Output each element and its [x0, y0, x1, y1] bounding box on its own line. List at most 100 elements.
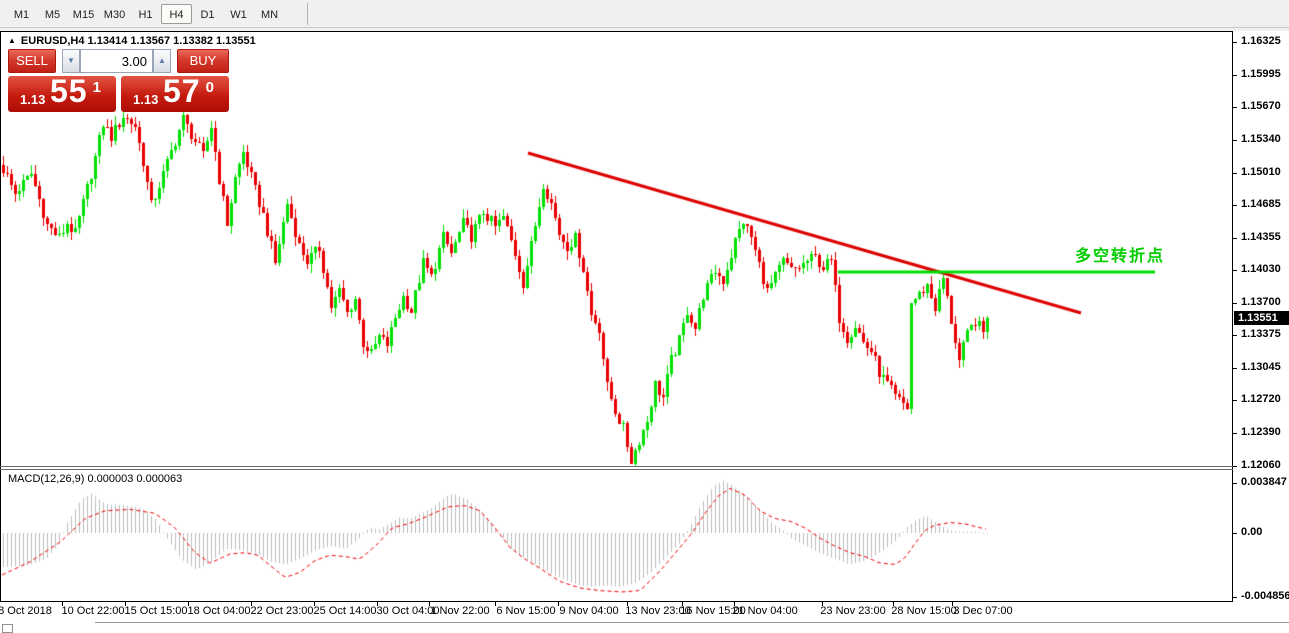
macd-axis-tick: 0.00 [1241, 526, 1263, 538]
macd-axis-tick-dash [1233, 533, 1237, 534]
timeframe-button-h1[interactable]: H1 [138, 8, 153, 21]
time-axis-label: 28 Nov 15:00 [891, 605, 957, 617]
price-axis-tick-dash [1233, 400, 1237, 401]
pane-divider[interactable] [0, 466, 1289, 467]
timeframe-button-m1[interactable]: M1 [13, 8, 30, 21]
window-corner-box [2, 624, 13, 633]
time-axis-label: 23 Nov 23:00 [820, 605, 886, 617]
price-axis-tick-dash [1233, 368, 1237, 369]
price-axis-tick-dash [1233, 205, 1237, 206]
time-axis-tick [188, 602, 189, 606]
time-axis-label: 6 Nov 15:00 [496, 605, 556, 617]
symbol-collapse-icon[interactable]: ▲ [8, 36, 16, 45]
time-axis-tick [429, 602, 430, 606]
time-axis-tick [627, 602, 628, 606]
time-axis-label: 3 Dec 07:00 [953, 605, 1013, 617]
symbol-ohlc-text: EURUSD,H4 1.13414 1.13567 1.13382 1.1355… [20, 35, 256, 47]
time-axis-label: 8 Oct 2018 [0, 605, 52, 617]
sell-price-small: 1.13 [20, 92, 46, 107]
symbol-ohlc-line: ▲ EURUSD,H4 1.13414 1.13567 1.13382 1.13… [8, 35, 256, 47]
current-price-tag: 1.13551 [1234, 311, 1289, 325]
price-axis[interactable]: 1.13551 1.16325 1.15995 1.15670 1.15340 1.15… [1233, 31, 1289, 602]
time-axis-label: 16 Nov 15:00 [680, 605, 746, 617]
macd-indicator-label: MACD(12,26,9) 0.000003 0.000063 [8, 473, 183, 485]
volume-input[interactable] [80, 49, 153, 73]
time-axis-label: 1 Nov 22:00 [430, 605, 490, 617]
price-axis-tick: 1.12390 [1241, 426, 1281, 438]
timeframe-button-m5[interactable]: M5 [44, 8, 61, 21]
time-axis-tick [125, 602, 126, 606]
time-axis-tick [734, 602, 735, 606]
time-axis-label: 18 Oct 04:00 [187, 605, 251, 617]
sell-price-display[interactable]: 1.13 55 1 [8, 73, 116, 112]
price-axis-tick: 1.15340 [1241, 133, 1281, 145]
time-axis-tick [495, 602, 496, 606]
timeframe-button-h4[interactable]: H4 [161, 3, 192, 24]
volume-decrease-button[interactable]: ▼ [62, 49, 80, 73]
time-axis-label: 25 Oct 14:00 [313, 605, 377, 617]
price-axis-tick-dash [1233, 303, 1237, 304]
chart-window [0, 31, 1233, 602]
status-bar-area [0, 620, 1289, 633]
price-axis-tick: 1.12060 [1241, 459, 1281, 471]
price-axis-tick: 1.15670 [1241, 100, 1281, 112]
time-axis-tick [62, 602, 63, 606]
sell-button[interactable]: SELL [8, 49, 56, 73]
price-axis-tick: 1.14030 [1241, 263, 1281, 275]
price-axis-tick-dash [1233, 270, 1237, 271]
toolbar-separator [307, 2, 308, 25]
price-axis-tick-dash [1233, 433, 1237, 434]
timeframe-button-m15[interactable]: M15 [72, 8, 95, 21]
buy-button[interactable]: BUY [177, 49, 229, 73]
macd-axis-tick: -0.004856 [1241, 590, 1289, 602]
buy-price-big: 57 [163, 73, 201, 109]
time-axis-tick [314, 602, 315, 606]
annotation-label: 多空转折点 [1074, 248, 1166, 265]
buy-price-small: 1.13 [133, 92, 159, 107]
price-chart-canvas[interactable] [1, 32, 1232, 601]
timeframe-button-mn[interactable]: MN [260, 8, 279, 21]
time-axis-tick [952, 602, 953, 606]
timeframe-button-m30[interactable]: M30 [103, 8, 126, 21]
one-click-trading-panel: SELL ▼ ▲ BUY 1.13 55 1 1.13 57 0 [8, 49, 229, 112]
time-axis-tick [377, 602, 378, 606]
price-axis-tick: 1.13045 [1241, 361, 1281, 373]
price-axis-tick-dash [1233, 75, 1237, 76]
price-axis-tick-dash [1233, 466, 1237, 467]
time-axis-tick [822, 602, 823, 606]
time-axis-label: 13 Nov 23:00 [625, 605, 691, 617]
macd-axis-tick: 0.003847 [1241, 476, 1287, 488]
buy-price-sup: 0 [205, 79, 214, 96]
price-axis-tick: 1.13375 [1241, 328, 1281, 340]
price-axis-tick: 1.15010 [1241, 166, 1281, 178]
time-axis-label: 21 Nov 04:00 [732, 605, 798, 617]
buy-price-display[interactable]: 1.13 57 0 [121, 73, 229, 112]
pane-divider[interactable] [0, 469, 1289, 470]
macd-axis-tick-dash [1233, 597, 1237, 598]
price-axis-tick: 1.13700 [1241, 296, 1281, 308]
time-axis-tick [893, 602, 894, 606]
price-axis-tick: 1.14355 [1241, 231, 1281, 243]
time-axis-tick [558, 602, 559, 606]
timeframe-button-w1[interactable]: W1 [230, 8, 247, 21]
time-axis-label: 15 Oct 15:00 [124, 605, 188, 617]
time-axis-label: 30 Oct 04:00 [376, 605, 440, 617]
price-axis-tick-dash [1233, 173, 1237, 174]
timeframe-button-d1[interactable]: D1 [200, 8, 215, 21]
price-axis-tick: 1.15995 [1241, 68, 1281, 80]
price-axis-tick-dash [1233, 107, 1237, 108]
time-axis[interactable]: 8 Oct 2018 10 Oct 22:00 15 Oct 15:00 18 Oct… [0, 602, 1289, 620]
time-axis-tick [682, 602, 683, 606]
time-axis-tick [251, 602, 252, 606]
price-axis-tick-dash [1233, 42, 1237, 43]
price-axis-tick-dash [1233, 140, 1237, 141]
volume-increase-button[interactable]: ▲ [153, 49, 171, 73]
macd-axis-tick-dash [1233, 483, 1237, 484]
sell-price-sup: 1 [92, 79, 101, 96]
time-axis-label: 9 Nov 04:00 [559, 605, 619, 617]
price-axis-tick: 1.14685 [1241, 198, 1281, 210]
window-edge-line [95, 622, 1289, 623]
timeframe-toolbar: M1 M5 M15 M30 H1 H4 D1 W1 MN [0, 0, 1289, 28]
price-axis-tick-dash [1233, 238, 1237, 239]
